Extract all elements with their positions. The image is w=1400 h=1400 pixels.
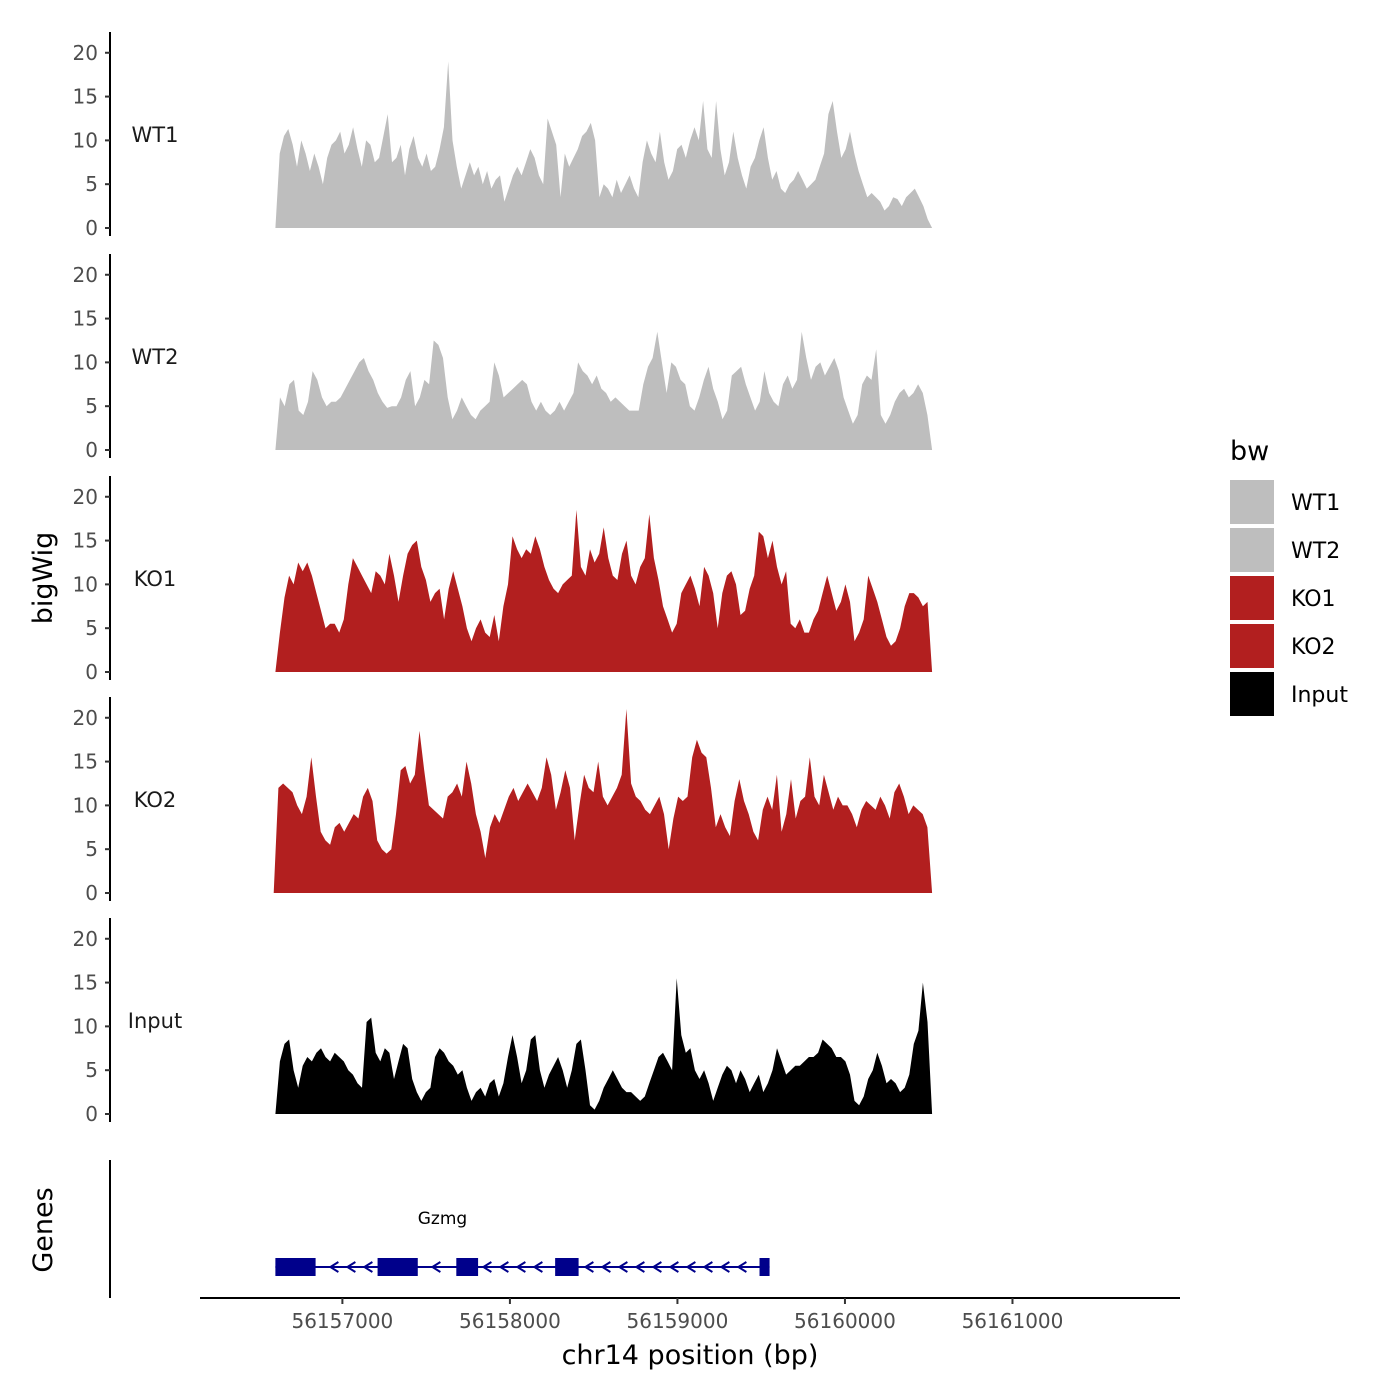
legend-label-ko1: KO1	[1291, 587, 1336, 612]
legend-key-ko2	[1230, 624, 1274, 668]
legend-key-wt1	[1230, 480, 1274, 524]
y-tick-label: 5	[85, 172, 98, 196]
signal-area-ko1	[275, 509, 933, 672]
y-tick-label: 20	[73, 927, 98, 951]
gene-label: Gzmg	[418, 1209, 467, 1229]
y-tick-label: 5	[85, 1058, 98, 1082]
signal-area-wt1	[275, 61, 933, 228]
tracks-group: 0 5 10 15 20 WT1 0 5 10 15 20 WT2 0 5 10 15 20 KO1 0 5 10 15 2…	[73, 32, 933, 1126]
legend: bw WT1 WT2 KO1 KO2 Input	[1230, 436, 1348, 716]
track-ko2: 0 5 10 15 20 KO2	[73, 697, 933, 905]
strand-arrow	[685, 1261, 696, 1273]
signal-area-input	[275, 978, 933, 1114]
y-tick-label: 0	[85, 660, 98, 684]
strand-arrow	[634, 1261, 645, 1273]
legend-title: bw	[1230, 436, 1269, 467]
y-tick-label: 0	[85, 881, 98, 905]
gene-exon	[275, 1258, 316, 1276]
x-axis: 56157000 56158000 56159000 56160000 56161000	[200, 1297, 1180, 1333]
strand-arrow	[532, 1261, 543, 1273]
track-label-wt1: WT1	[132, 123, 179, 147]
track-label-input: Input	[128, 1009, 182, 1033]
y-tick-label: 5	[85, 394, 98, 418]
y-tick-label: 5	[85, 837, 98, 861]
x-axis-title: chr14 position (bp)	[562, 1340, 819, 1371]
x-tick-label: 56157000	[291, 1309, 393, 1333]
signal-area-ko2	[273, 709, 933, 893]
strand-arrow	[651, 1261, 662, 1273]
legend-key-ko1	[1230, 576, 1274, 620]
legend-key-wt2	[1230, 528, 1274, 572]
gene-exon	[759, 1258, 770, 1276]
y-tick-label: 0	[85, 216, 98, 240]
y-tick-label: 0	[85, 1102, 98, 1126]
y-tick-label: 10	[73, 1014, 98, 1038]
genes-track: Gzmg	[109, 1160, 770, 1298]
strand-arrow	[481, 1261, 492, 1273]
strand-arrow	[362, 1261, 373, 1273]
strand-arrow	[583, 1261, 594, 1273]
x-tick-label: 56160000	[794, 1309, 896, 1333]
strand-arrow	[430, 1261, 441, 1273]
strand-arrow	[668, 1261, 679, 1273]
y-tick-label: 15	[73, 307, 98, 331]
legend-label-wt1: WT1	[1291, 491, 1340, 516]
legend-label-wt2: WT2	[1291, 539, 1340, 564]
track-label-wt2: WT2	[132, 345, 179, 369]
gene-gzmg: Gzmg	[275, 1209, 770, 1276]
y-tick-label: 10	[73, 572, 98, 596]
legend-label-ko2: KO2	[1291, 635, 1336, 660]
gene-exon	[377, 1258, 418, 1276]
y-tick-label: 15	[73, 971, 98, 995]
y-tick-label: 15	[73, 529, 98, 553]
track-ko1: 0 5 10 15 20 KO1	[73, 476, 933, 684]
y-tick-label: 10	[73, 350, 98, 374]
gene-exon	[456, 1258, 479, 1276]
y-tick-label: 0	[85, 438, 98, 462]
y-tick-label: 5	[85, 616, 98, 640]
y-tick-label: 20	[73, 263, 98, 287]
y-tick-label: 10	[73, 128, 98, 152]
track-label-ko2: KO2	[134, 788, 177, 812]
strand-arrow	[617, 1261, 628, 1273]
strand-arrow	[345, 1261, 356, 1273]
legend-key-input	[1230, 672, 1274, 716]
strand-arrow	[328, 1261, 339, 1273]
x-tick-label: 56159000	[627, 1309, 729, 1333]
strand-arrow	[719, 1261, 730, 1273]
x-tick-label: 56161000	[962, 1309, 1064, 1333]
y-tick-label: 10	[73, 793, 98, 817]
y-tick-label: 15	[73, 750, 98, 774]
signal-area-wt2	[275, 331, 933, 450]
strand-arrow	[515, 1261, 526, 1273]
strand-arrow	[736, 1261, 747, 1273]
strand-arrow	[498, 1261, 509, 1273]
y-tick-label: 20	[73, 485, 98, 509]
y-tick-label: 20	[73, 41, 98, 65]
y-tick-label: 20	[73, 706, 98, 730]
track-input: 0 5 10 15 20 Input	[73, 918, 933, 1126]
strand-arrow	[702, 1261, 713, 1273]
track-wt2: 0 5 10 15 20 WT2	[73, 254, 933, 462]
gene-exon	[555, 1258, 579, 1276]
strand-arrow	[600, 1261, 611, 1273]
legend-label-input: Input	[1291, 683, 1348, 708]
y-axis-title: bigWig	[28, 532, 59, 625]
x-tick-label: 56158000	[459, 1309, 561, 1333]
track-wt1: 0 5 10 15 20 WT1	[73, 32, 933, 240]
track-label-ko1: KO1	[134, 567, 177, 591]
genes-axis-title: Genes	[28, 1187, 59, 1272]
y-tick-label: 15	[73, 85, 98, 109]
